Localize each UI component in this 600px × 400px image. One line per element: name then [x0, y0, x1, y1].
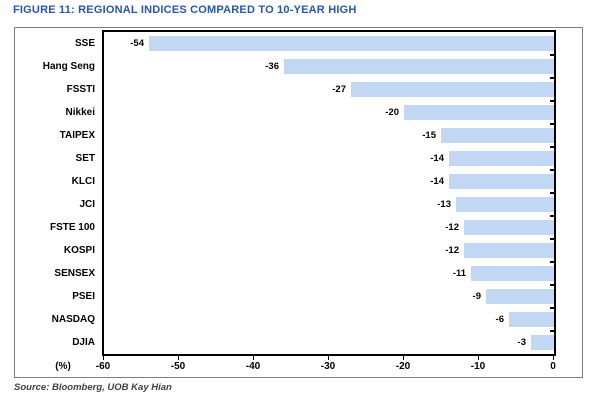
- bar-value-label: -14: [430, 176, 444, 187]
- x-axis-tick-label: 0: [550, 361, 556, 372]
- category-label: FSSTI: [66, 84, 95, 95]
- bar: [284, 59, 554, 74]
- category-label: NASDAQ: [51, 314, 95, 325]
- x-axis-tick-label: -10: [470, 361, 486, 372]
- x-axis-tick-label: -20: [395, 361, 411, 372]
- right-axis-tick: [550, 238, 554, 240]
- figure-title: FIGURE 11: REGIONAL INDICES COMPARED TO …: [13, 4, 357, 16]
- right-axis-tick: [550, 284, 554, 286]
- bar: [471, 266, 554, 281]
- x-axis-tick: [328, 356, 329, 360]
- plot-area: -54 -36 -27 -20 -15 -14 -14 -13 -12 -12 -11 -9 -6 -3: [102, 30, 556, 356]
- bar-value-label: -11: [452, 268, 466, 279]
- category-label: SET: [75, 153, 95, 164]
- bar: [441, 128, 554, 143]
- source-note: Source: Bloomberg, UOB Kay Hian: [14, 382, 172, 393]
- bar: [149, 36, 554, 51]
- x-axis-tick: [478, 356, 479, 360]
- x-axis-unit-label: (%): [55, 361, 71, 372]
- bar-value-label: -14: [430, 153, 444, 164]
- bar-value-label: -9: [472, 291, 481, 302]
- x-axis-tick: [553, 356, 554, 360]
- bar-value-label: -36: [265, 61, 279, 72]
- x-axis-tick: [253, 356, 254, 360]
- category-label: Hang Seng: [42, 61, 95, 72]
- right-axis-tick: [550, 330, 554, 332]
- right-axis-tick: [550, 54, 554, 56]
- bar-value-label: -3: [517, 337, 526, 348]
- x-axis-tick: [178, 356, 179, 360]
- category-label: SENSEX: [54, 268, 95, 279]
- x-axis-tick-label: -40: [245, 361, 261, 372]
- bar: [449, 174, 554, 189]
- bar: [464, 220, 554, 235]
- category-label: TAIPEX: [59, 130, 95, 141]
- bar-value-label: -54: [130, 38, 144, 49]
- category-label: KOSPI: [63, 245, 95, 256]
- bar: [351, 82, 554, 97]
- bar: [486, 289, 554, 304]
- bar: [456, 197, 554, 212]
- bar: [509, 312, 554, 327]
- category-label: JCI: [79, 199, 95, 210]
- category-label: FSTE 100: [49, 222, 95, 233]
- chart-frame: -54 -36 -27 -20 -15 -14 -14 -13 -12 -12 -11 -9 -6 -3 …: [14, 27, 583, 378]
- bar: [531, 335, 554, 350]
- x-axis-tick-label: -50: [170, 361, 186, 372]
- right-axis-tick: [550, 261, 554, 263]
- bar-value-label: -15: [422, 130, 436, 141]
- bar-value-label: -12: [445, 222, 459, 233]
- x-axis-tick-label: -30: [320, 361, 336, 372]
- x-axis-tick: [403, 356, 404, 360]
- bar-value-label: -6: [495, 314, 504, 325]
- right-axis-tick: [550, 215, 554, 217]
- category-label: DJIA: [72, 337, 95, 348]
- right-axis-tick: [550, 77, 554, 79]
- right-axis-tick: [550, 169, 554, 171]
- bar-value-label: -20: [385, 107, 399, 118]
- right-axis-tick: [550, 192, 554, 194]
- bar-value-label: -12: [445, 245, 459, 256]
- category-label: PSEI: [72, 291, 95, 302]
- bar: [464, 243, 554, 258]
- x-axis-tick: [103, 356, 104, 360]
- bar: [449, 151, 554, 166]
- right-axis-tick: [550, 123, 554, 125]
- bar-value-label: -13: [437, 199, 451, 210]
- right-axis-tick: [550, 146, 554, 148]
- category-label: Nikkei: [65, 107, 95, 118]
- bar: [404, 105, 554, 120]
- right-axis-tick: [550, 100, 554, 102]
- category-label: SSE: [74, 38, 95, 49]
- x-axis-tick-label: -60: [95, 361, 111, 372]
- right-axis-tick: [550, 307, 554, 309]
- bar-value-label: -27: [332, 84, 346, 95]
- category-label: KLCI: [71, 176, 95, 187]
